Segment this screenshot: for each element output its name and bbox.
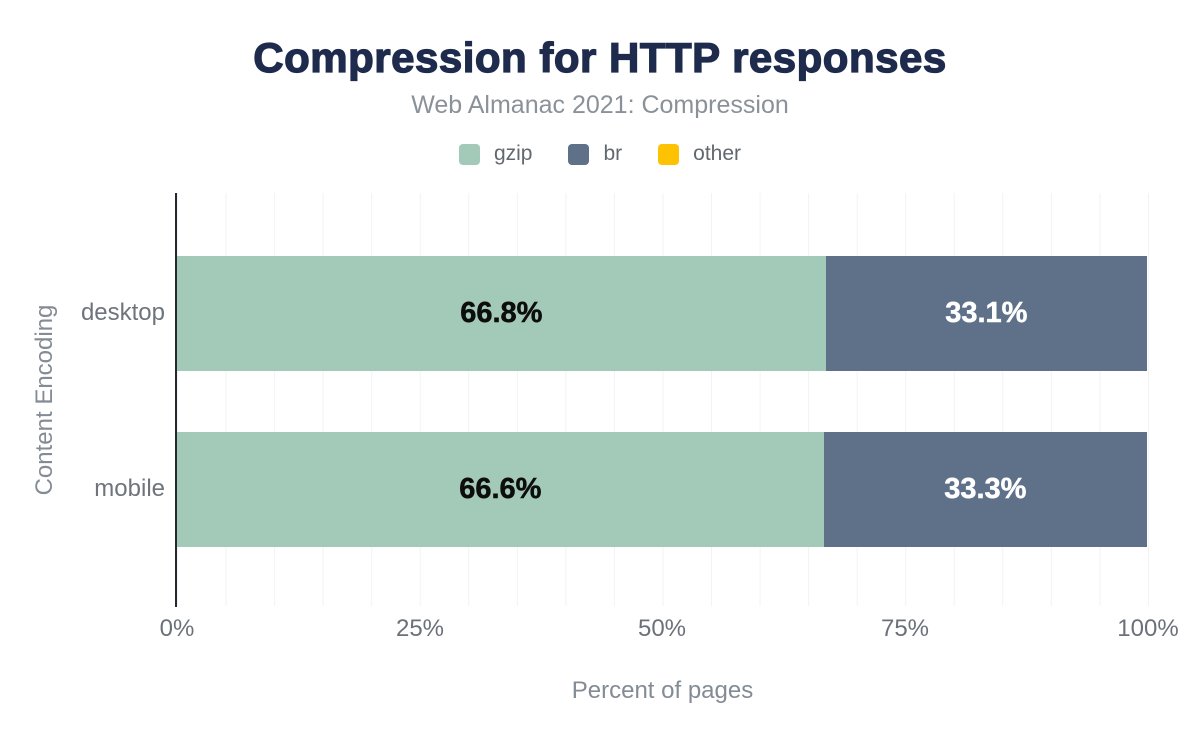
bar-value-label-mobile-gzip: 66.6% — [459, 473, 542, 506]
bar-segment-mobile-br[interactable]: 33.3% — [823, 432, 1147, 547]
bar-segment-desktop-br[interactable]: 33.1% — [825, 256, 1148, 371]
bar-value-label-mobile-br: 33.3% — [944, 473, 1027, 506]
chart-title: Compression for HTTP responses — [253, 33, 947, 81]
legend-label-gzip: gzip — [493, 142, 533, 165]
legend: gzip br other — [0, 142, 1200, 166]
legend-item-gzip[interactable]: gzip — [458, 142, 533, 166]
x-tick-25: 25% — [395, 615, 445, 642]
x-tick-75: 75% — [880, 615, 930, 642]
legend-label-br: br — [603, 142, 623, 165]
x-axis-title: Percent of pages — [571, 677, 754, 704]
bar-desktop: 66.8% 33.1% — [177, 256, 1148, 371]
chart-subtitle: Web Almanac 2021: Compression — [411, 91, 789, 119]
plot-area: 66.8% 33.1% 66.6% 33.3% — [175, 193, 1149, 607]
x-tick-50: 50% — [637, 615, 687, 642]
y-axis-title: Content Encoding — [31, 304, 58, 496]
x-tick-100: 100% — [1117, 615, 1179, 642]
legend-swatch-other — [658, 143, 680, 165]
y-axis-line — [175, 193, 177, 607]
category-label-mobile: mobile — [94, 475, 165, 502]
bar-mobile: 66.6% 33.3% — [177, 432, 1148, 547]
legend-item-other[interactable]: other — [658, 142, 741, 166]
legend-item-br[interactable]: br — [568, 142, 622, 166]
bar-segment-desktop-gzip[interactable]: 66.8% — [177, 256, 826, 371]
bar-value-label-desktop-br: 33.1% — [945, 297, 1028, 330]
legend-label-other: other — [693, 142, 742, 165]
category-label-desktop: desktop — [80, 299, 165, 326]
legend-swatch-gzip — [458, 143, 480, 165]
x-tick-0: 0% — [159, 615, 195, 642]
bar-segment-mobile-gzip[interactable]: 66.6% — [177, 432, 824, 547]
bar-value-label-desktop-gzip: 66.8% — [460, 297, 543, 330]
legend-swatch-br — [568, 143, 590, 165]
